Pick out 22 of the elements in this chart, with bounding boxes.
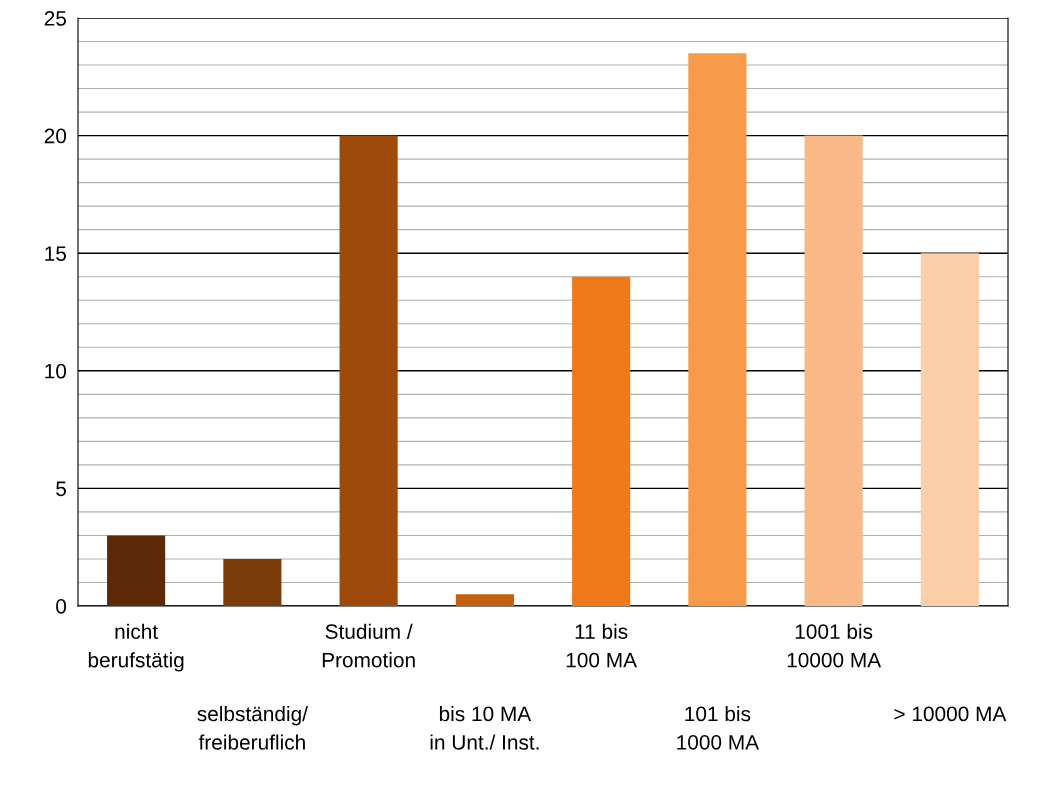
bar [688, 53, 747, 606]
x-tick-label: > 10000 MA [894, 706, 1007, 722]
x-tick-label: nicht berufstätig [88, 623, 184, 672]
bar [572, 276, 631, 606]
bar [107, 535, 166, 606]
y-tick-label: 25 [44, 11, 67, 26]
bar [455, 594, 514, 606]
y-tick-label: 20 [44, 128, 67, 144]
bar [223, 558, 282, 606]
bar [804, 135, 863, 606]
x-tick-label: selbständig/ freiberuflich [197, 705, 308, 750]
x-tick-label: 101 bis 1000 MA [677, 705, 760, 750]
y-tick-label: 0 [56, 599, 67, 614]
x-tick-label: 11 bis 100 MA [566, 623, 637, 668]
bar [339, 135, 398, 606]
y-tick-label: 10 [45, 363, 67, 379]
x-tick-label: Studium / Promotion [322, 623, 415, 668]
y-tick-label: 5 [56, 481, 67, 497]
y-tick-label: 15 [45, 246, 67, 261]
bar [920, 253, 979, 606]
x-tick-label: 1001 bis 10000 MA [787, 623, 882, 668]
x-tick-label: bis 10 MA in Unt./ Inst. [430, 705, 539, 750]
